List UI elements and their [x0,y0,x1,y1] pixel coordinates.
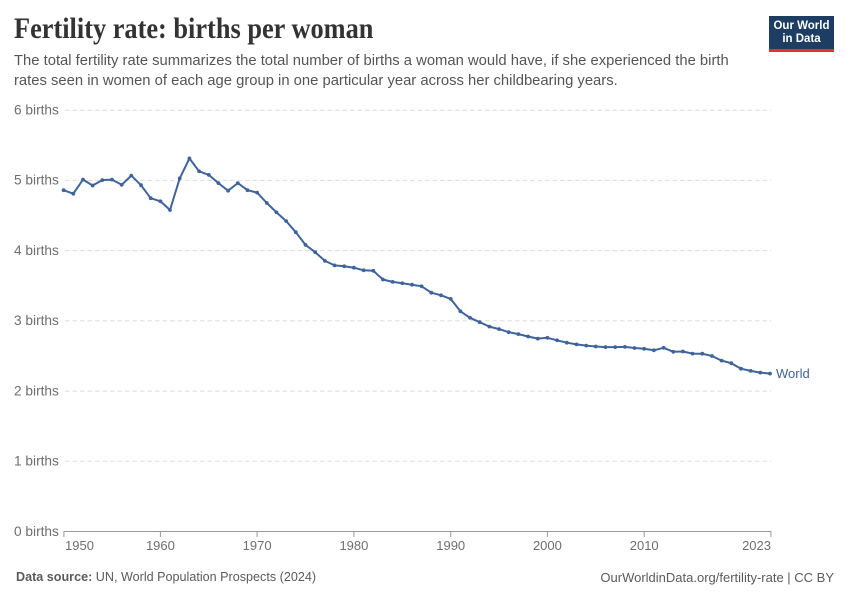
svg-text:1980: 1980 [339,538,368,553]
svg-text:World: World [776,366,810,381]
svg-text:6 births: 6 births [14,103,59,118]
svg-text:1950: 1950 [65,538,94,553]
svg-text:4 births: 4 births [14,243,59,258]
svg-text:1 births: 1 births [14,454,59,469]
svg-text:2 births: 2 births [14,383,59,398]
svg-text:2010: 2010 [630,538,659,553]
svg-text:3 births: 3 births [14,313,59,328]
svg-text:1970: 1970 [243,538,272,553]
svg-text:1960: 1960 [146,538,175,553]
svg-text:1990: 1990 [436,538,465,553]
svg-text:0 births: 0 births [14,524,59,539]
svg-text:5 births: 5 births [14,173,59,188]
svg-text:2000: 2000 [533,538,562,553]
svg-text:2023: 2023 [742,538,771,553]
